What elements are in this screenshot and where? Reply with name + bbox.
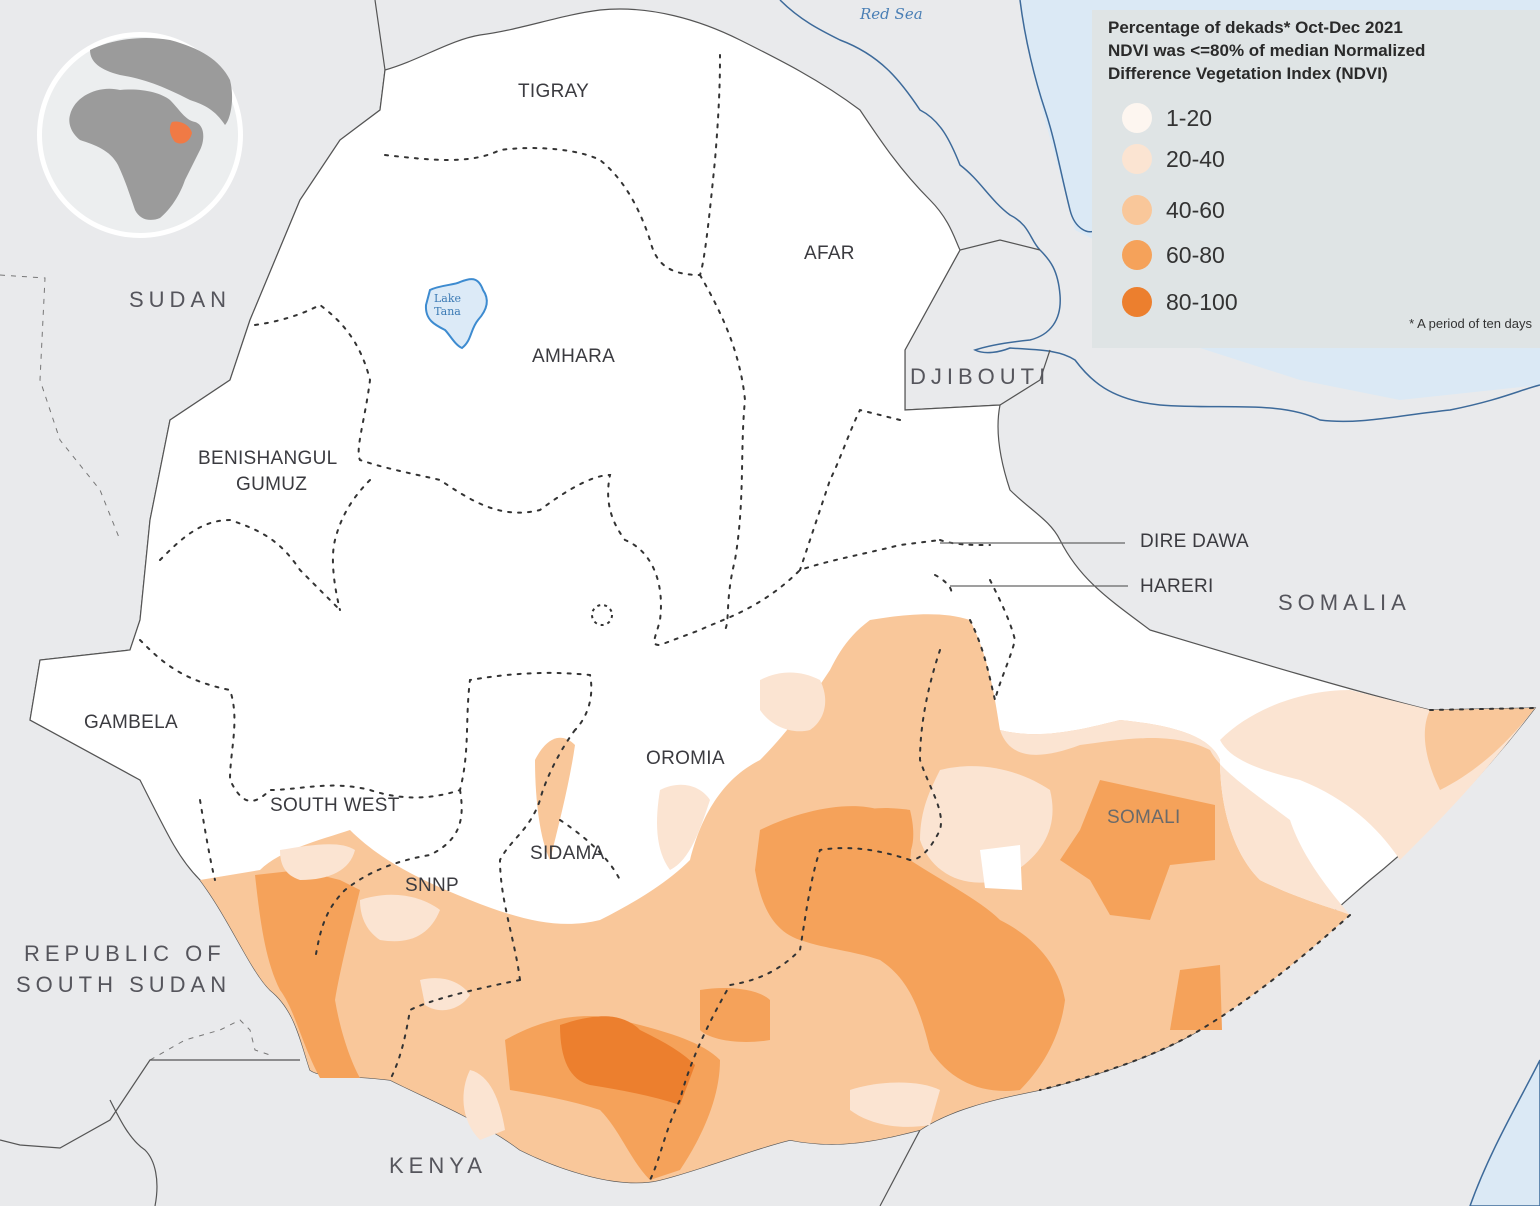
swatch-circle-icon [1122,240,1152,270]
label-snnp: SNNP [405,875,459,896]
label-somalia: SOMALIA [1278,590,1411,615]
label-afar: AFAR [804,243,855,264]
swatch-circle-icon [1122,195,1152,225]
locator-globe [37,32,243,238]
label-sudan: SUDAN [129,287,232,312]
label-somali: SOMALI [1107,807,1181,828]
label-amhara: AMHARA [532,346,616,367]
label-sidama: SIDAMA [530,843,605,864]
label-dire-dawa: DIRE DAWA [1140,531,1249,552]
label-south-sudan-line2: SOUTH SUDAN [16,972,232,997]
legend-footnote: * A period of ten days [1409,316,1532,331]
region-boundaries [139,54,1536,1181]
label-tigray: TIGRAY [518,81,590,102]
legend-panel: Percentage of dekads* Oct-Dec 2021 NDVI … [1092,10,1540,348]
lake-tana [424,278,488,350]
swatch-circle-icon [1122,287,1152,317]
label-benishangul: BENISHANGUL [198,448,338,469]
swatch-circle-icon [1122,144,1152,174]
label-lake-tana: Lake Tana [434,292,462,318]
label-djibouti: DJIBOUTI [910,364,1051,389]
legend-title: Percentage of dekads* Oct-Dec 2021 NDVI … [1108,18,1426,83]
legend-item-60-80: 60-80 [1122,238,1225,272]
ndvi-choropleth [200,614,1535,1183]
label-gumuz: GUMUZ [236,474,308,495]
label-gambela: GAMBELA [84,712,178,733]
small-lake-ring [591,604,613,626]
swatch-circle-icon [1122,103,1152,133]
label-south-west: SOUTH WEST [270,795,400,816]
legend-item-80-100: 80-100 [1122,285,1238,319]
legend-item-1-20: 1-20 [1122,101,1212,135]
legend-item-40-60: 40-60 [1122,193,1225,227]
legend-item-20-40: 20-40 [1122,142,1225,176]
label-hareri: HARERI [1140,576,1214,597]
label-kenya: KENYA [389,1153,487,1178]
label-south-sudan-line1: REPUBLIC OF [24,941,226,966]
label-oromia: OROMIA [646,748,725,769]
label-red-sea: Red Sea [860,5,923,23]
